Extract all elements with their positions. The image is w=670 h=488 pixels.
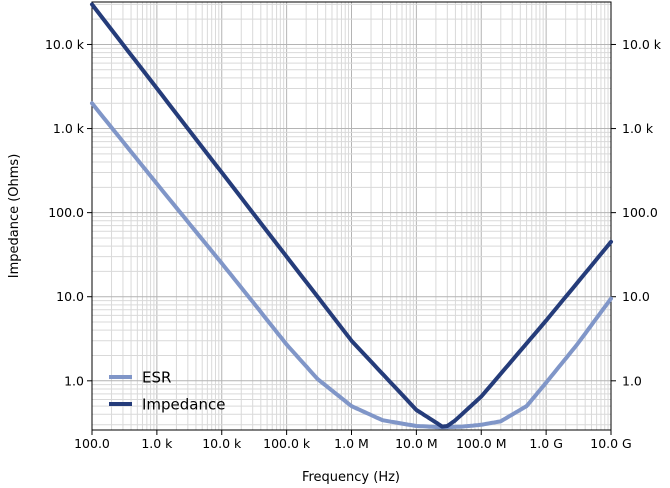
y-tick-label-left: 10.0 k	[45, 37, 85, 52]
x-tick-label: 100.0 k	[263, 436, 311, 451]
grid	[91, 2, 611, 430]
series-line-esr	[90, 101, 613, 430]
legend-label-impedance: Impedance	[142, 396, 225, 414]
y-axis-label: Impedance (Ohms)	[7, 154, 22, 279]
series-line-impedance	[90, 2, 613, 429]
x-tick-label: 1.0 k	[141, 436, 173, 451]
y-tick-label-right: 1.0 k	[622, 121, 654, 136]
x-tick-label: 10.0 G	[590, 436, 632, 451]
x-tick-label: 100.0	[74, 436, 110, 451]
y-tick-label-right: 10.0 k	[622, 37, 662, 52]
axis-ticks: 100.0 1.0 k 10.0 k 100.0 k 1.0 M 10.0 M 100.0 …	[45, 37, 662, 451]
x-tick-label: 1.0 M	[334, 436, 369, 451]
y-tick-label-left: 100.0	[48, 205, 84, 220]
y-tick-label-right: 10.0	[622, 289, 650, 304]
y-tick-label-left: 1.0 k	[53, 121, 85, 136]
legend-label-esr: ESR	[142, 369, 171, 387]
y-tick-label-left: 1.0	[64, 373, 84, 388]
x-tick-label: 10.0 M	[395, 436, 438, 451]
x-tick-label: 1.0 G	[529, 436, 563, 451]
legend: ESR Impedance	[109, 369, 225, 414]
y-tick-label-right: 100.0	[622, 205, 658, 220]
y-tick-label-left: 10.0	[56, 289, 84, 304]
y-tick-label-right: 1.0	[622, 373, 642, 388]
series-lines	[90, 2, 613, 430]
x-tick-label: 10.0 k	[202, 436, 242, 451]
x-axis-label: Frequency (Hz)	[302, 470, 400, 485]
x-tick-label: 100.0 M	[456, 436, 507, 451]
